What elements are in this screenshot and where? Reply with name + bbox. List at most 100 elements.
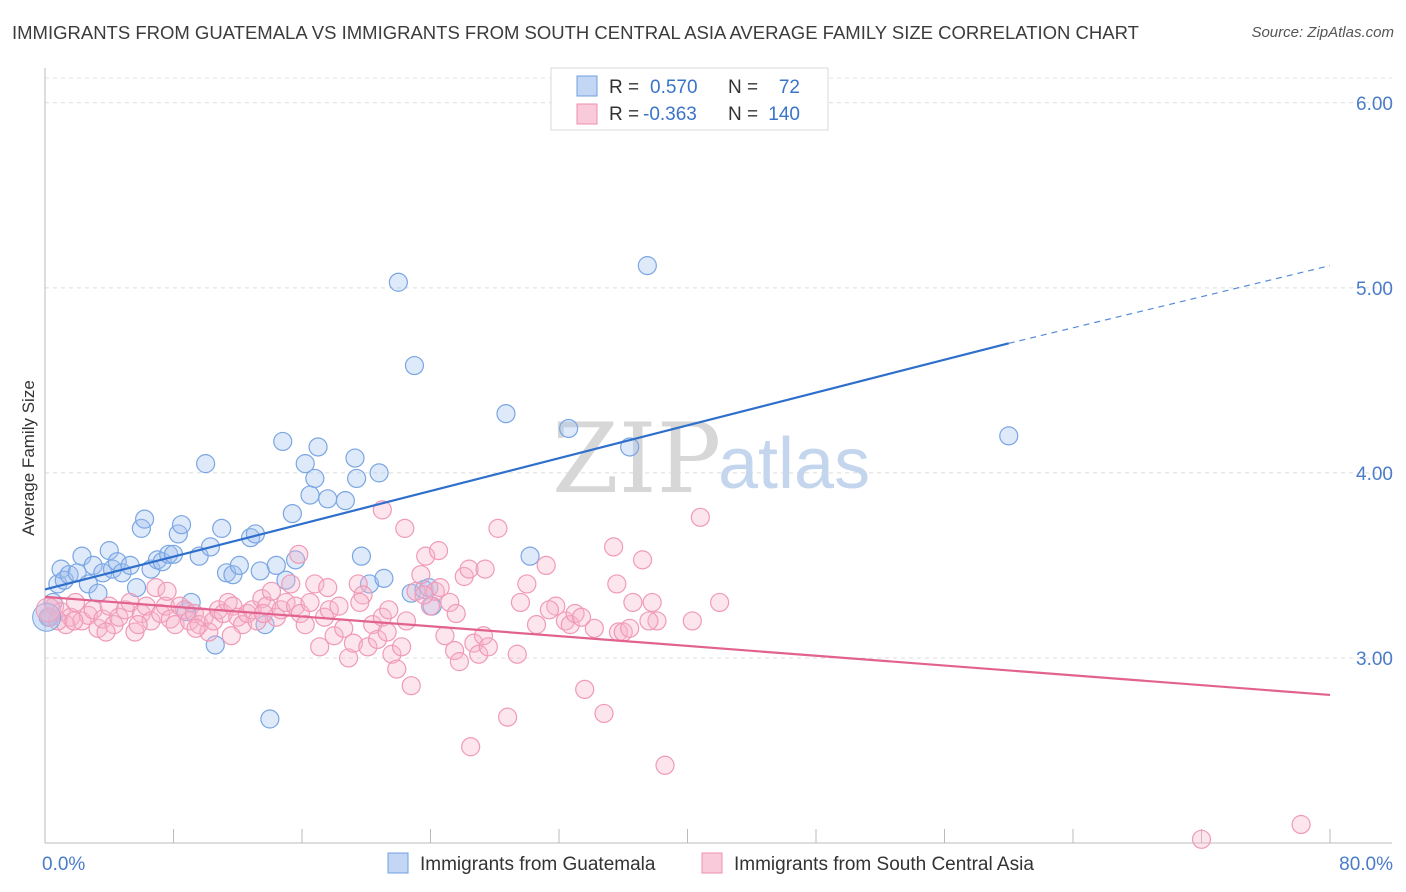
data-point <box>157 581 177 601</box>
data-point <box>520 546 540 566</box>
data-point <box>575 679 595 700</box>
data-point <box>99 541 119 561</box>
data-point <box>276 592 296 613</box>
data-point <box>401 676 421 696</box>
chart-title: IMMIGRANTS FROM GUATEMALA VS IMMIGRANTS … <box>12 22 1139 43</box>
bottom-legend-label: Immigrants from South Central Asia <box>734 854 1034 875</box>
data-point <box>1191 829 1212 849</box>
data-point <box>351 546 372 566</box>
series-legend: Immigrants from Guatemala Immigrants fro… <box>387 852 1034 875</box>
y-tick-labels: 3.00 4.00 5.00 6.00 <box>1356 94 1393 670</box>
data-point <box>478 637 498 657</box>
legend-n-label: N = <box>728 77 758 98</box>
legend-n-value: 140 <box>768 104 800 125</box>
data-point <box>146 578 166 598</box>
data-point <box>250 561 270 581</box>
x-tick-labels: 0.0% 80.0% <box>42 854 1393 875</box>
data-point <box>461 737 481 757</box>
data-point <box>391 637 412 657</box>
data-point <box>295 615 315 635</box>
data-point <box>536 555 556 576</box>
data-point <box>539 600 559 620</box>
data-point <box>289 544 309 564</box>
data-point <box>632 550 653 570</box>
data-point <box>642 592 662 613</box>
x-tick-label: 0.0% <box>42 854 85 875</box>
data-point <box>359 574 380 594</box>
data-point <box>64 611 84 631</box>
trend-line-extension <box>1008 265 1331 344</box>
legend-n-label: N = <box>728 104 758 125</box>
data-point <box>475 559 495 579</box>
data-point <box>199 622 219 642</box>
data-point <box>498 707 518 727</box>
data-point <box>35 597 61 623</box>
data-point <box>318 489 338 509</box>
data-point <box>305 468 325 489</box>
data-point <box>223 565 243 585</box>
data-point <box>165 615 185 635</box>
data-point <box>204 611 224 631</box>
data-point <box>604 537 624 557</box>
data-point <box>186 618 206 638</box>
data-point <box>175 600 195 620</box>
legend-r-value: 0.570 <box>650 77 698 98</box>
data-point <box>212 518 232 538</box>
data-point <box>379 600 399 620</box>
data-point <box>221 626 241 646</box>
data-point <box>449 652 470 672</box>
data-point <box>305 574 325 594</box>
y-axis-label: Average Family Size <box>19 380 38 536</box>
data-point <box>440 592 460 613</box>
data-point <box>559 418 579 439</box>
y-tick-label: 5.00 <box>1356 279 1393 300</box>
data-point <box>1291 814 1311 835</box>
data-point <box>128 615 148 635</box>
data-point <box>488 518 508 538</box>
data-point <box>261 581 282 601</box>
legend-r-value: -0.363 <box>643 104 697 125</box>
data-point <box>584 618 604 638</box>
data-point <box>290 603 310 624</box>
data-point <box>285 550 306 570</box>
data-point <box>396 611 417 631</box>
data-point <box>348 574 368 594</box>
legend-swatch-south-central-asia <box>576 103 598 125</box>
data-point <box>999 426 1019 446</box>
watermark-atlas: atlas <box>718 424 870 504</box>
correlation-legend: R = 0.570 N = 72 R = -0.363 N = 140 <box>550 67 829 131</box>
data-point <box>414 585 434 605</box>
y-tick-label: 3.00 <box>1356 649 1393 670</box>
watermark-zip: ZIP <box>552 403 721 515</box>
data-point <box>420 596 441 616</box>
axes <box>44 68 1392 844</box>
data-point <box>395 518 415 538</box>
data-point <box>444 640 465 661</box>
data-point <box>196 454 216 474</box>
data-point <box>710 592 730 613</box>
data-point <box>388 272 408 292</box>
data-point <box>647 611 667 631</box>
data-point <box>387 659 407 679</box>
data-point <box>343 633 363 653</box>
data-point <box>300 485 320 505</box>
data-point <box>345 448 365 468</box>
data-point <box>350 592 370 613</box>
data-point <box>459 559 479 579</box>
trend-line <box>44 342 1010 591</box>
bottom-legend-swatch-guatemala <box>387 852 409 874</box>
data-point <box>404 355 425 376</box>
data-point <box>374 568 394 588</box>
data-point <box>324 626 344 646</box>
data-point <box>141 611 161 631</box>
data-point <box>510 592 531 613</box>
data-point <box>358 637 378 657</box>
data-point <box>620 437 640 457</box>
data-point <box>281 574 301 594</box>
data-point <box>213 603 233 624</box>
data-point <box>134 509 155 529</box>
data-point <box>655 755 675 775</box>
data-point <box>369 463 389 483</box>
data-point <box>48 611 68 631</box>
data-point <box>464 633 484 653</box>
